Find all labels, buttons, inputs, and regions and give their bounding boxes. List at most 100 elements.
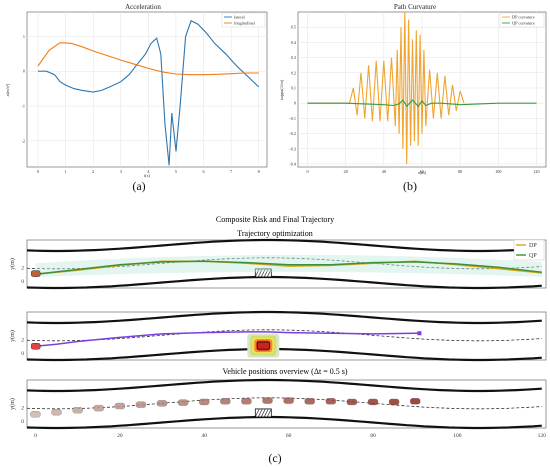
- road-xtick: 60: [286, 433, 292, 439]
- final-trajectory: [35, 331, 420, 348]
- obstacle-hatch: [255, 408, 260, 418]
- curvature-xlabel: s(m): [418, 170, 427, 175]
- acceleration-ylabel: a(m/s²): [5, 83, 10, 96]
- accel-ytick: 0: [23, 69, 25, 74]
- road-xtick: 100: [453, 433, 462, 439]
- vehicle-position: [199, 398, 210, 406]
- accel-xtick: 5: [175, 169, 177, 174]
- curv-ytick: 0.4: [291, 40, 297, 45]
- vehicle-position: [30, 411, 41, 418]
- panel-label-c: (c): [268, 451, 281, 465]
- vehicle-position: [220, 398, 231, 405]
- vehicle-position: [262, 397, 273, 404]
- curv-ytick: 0.2: [291, 70, 296, 75]
- vehicle-position: [346, 398, 358, 406]
- road-ytick: 0: [21, 279, 24, 285]
- acceleration-frame: [26, 11, 268, 168]
- curvature-title: Path Curvature: [394, 3, 436, 11]
- overview-title: Vehicle positions overview (Δt = 0.5 s): [223, 367, 348, 376]
- road-upper-boundary: [26, 238, 542, 253]
- accel-xtick: 1: [65, 169, 67, 174]
- vehicle-positions-panel: 0 2 y(m) 0 20 40 60 80 100 120: [9, 378, 547, 439]
- risk-field-panel: 0 2 y(m): [9, 310, 547, 362]
- accel-xtick: 7: [230, 169, 232, 174]
- panel-label-b: (b): [403, 179, 417, 193]
- road-xtick: 20: [117, 433, 123, 439]
- road-ytick: 0: [21, 419, 24, 425]
- vehicle-position: [72, 407, 83, 414]
- accel-series-longitudinal: [37, 42, 259, 76]
- risk-field-layer: [256, 340, 271, 351]
- road-centerline: [26, 257, 542, 270]
- curv-ytick: 0.5: [291, 25, 296, 30]
- acceleration-legend: lateral longitudinal: [221, 12, 266, 28]
- curv-ytick: -0.3: [289, 146, 296, 151]
- trajectory-end-marker: [417, 331, 422, 336]
- road-panel-frame: [26, 379, 547, 429]
- road-xtick: 40: [201, 433, 207, 439]
- legend-dp: DP: [529, 243, 537, 249]
- road-ylabel: y(m): [9, 330, 16, 342]
- obstacle-hatch: [261, 408, 266, 418]
- accel-series-lateral: [38, 19, 260, 166]
- curvature-legend: DP curvature QP curvature: [499, 12, 545, 28]
- vehicle-position: [241, 398, 252, 405]
- curv-ytick: 0.1: [291, 85, 296, 90]
- road-ylabel: y(m): [9, 258, 16, 270]
- panel-label-a: (a): [132, 179, 145, 193]
- curvature-chart: Path Curvature 0 20 40 60 80 100 120 -0.4 -0.3 -0…: [279, 3, 547, 175]
- obstacle-hatch: [258, 268, 263, 278]
- curv-xtick: 120: [533, 169, 539, 174]
- road-ytick: 2: [21, 337, 24, 343]
- curv-ytick: -0.1: [289, 116, 296, 121]
- vehicle-position: [114, 402, 125, 410]
- curvature-ylabel: κappa(1/m): [279, 79, 284, 100]
- vehicle-position: [93, 404, 104, 412]
- obstacle-hatch: [267, 268, 272, 278]
- curv-xtick: 80: [458, 169, 462, 174]
- curv-xtick: 40: [382, 169, 386, 174]
- ego-vehicle: [30, 343, 41, 350]
- trajectory-optimization-panel: 0 2 y(m): [9, 238, 547, 290]
- accel-ytick: -2: [22, 138, 26, 143]
- acceleration-chart: Acceleration 0 1 2 3 4 5 6 7 8 -2 -1 0 1 t(s) a(m/s²…: [5, 3, 268, 178]
- obstacle-hatch: [258, 408, 263, 418]
- road-ytick: 2: [21, 405, 24, 411]
- vehicle-position: [367, 398, 379, 406]
- obstacle-hatch: [264, 268, 269, 278]
- accel-xtick: 0: [37, 169, 39, 174]
- trajectory-qp: [35, 260, 542, 276]
- vehicle-position: [51, 409, 62, 416]
- vehicle-position: [388, 398, 400, 406]
- road-ytick: 0: [21, 351, 24, 357]
- curv-xtick: 100: [495, 169, 501, 174]
- ego-vehicle: [30, 270, 41, 277]
- obstacle-hatch: [261, 268, 266, 278]
- legend-qp: QP: [529, 253, 537, 259]
- obstacle-hatch: [264, 408, 269, 418]
- legend-lateral: lateral: [234, 15, 246, 20]
- vehicle-position: [283, 397, 294, 404]
- road-xtick: 120: [538, 433, 547, 439]
- curv-xtick: 60: [420, 169, 424, 174]
- accel-ytick: 1: [23, 34, 25, 39]
- road-upper-boundary: [26, 378, 542, 393]
- vehicle-position: [177, 399, 189, 406]
- road-panel-frame: [26, 311, 547, 361]
- road-lower-boundary: [26, 347, 542, 362]
- vehicle-position: [304, 398, 315, 405]
- accel-ytick: -1: [22, 104, 26, 109]
- curv-xtick: 0: [306, 169, 308, 174]
- legend-dp-curvature: DP curvature: [512, 15, 535, 20]
- vehicle-position: [325, 398, 336, 405]
- road-lower-boundary: [26, 415, 542, 430]
- road-lower-boundary: [26, 275, 542, 290]
- road-ylabel: y(m): [9, 398, 16, 410]
- acceleration-title: Acceleration: [125, 3, 161, 11]
- accel-xtick: 3: [120, 169, 122, 174]
- road-centerline: [26, 329, 542, 342]
- accel-xtick: 4: [147, 169, 150, 174]
- road-upper-boundary: [26, 310, 542, 325]
- curv-ytick: 0.3: [291, 55, 296, 60]
